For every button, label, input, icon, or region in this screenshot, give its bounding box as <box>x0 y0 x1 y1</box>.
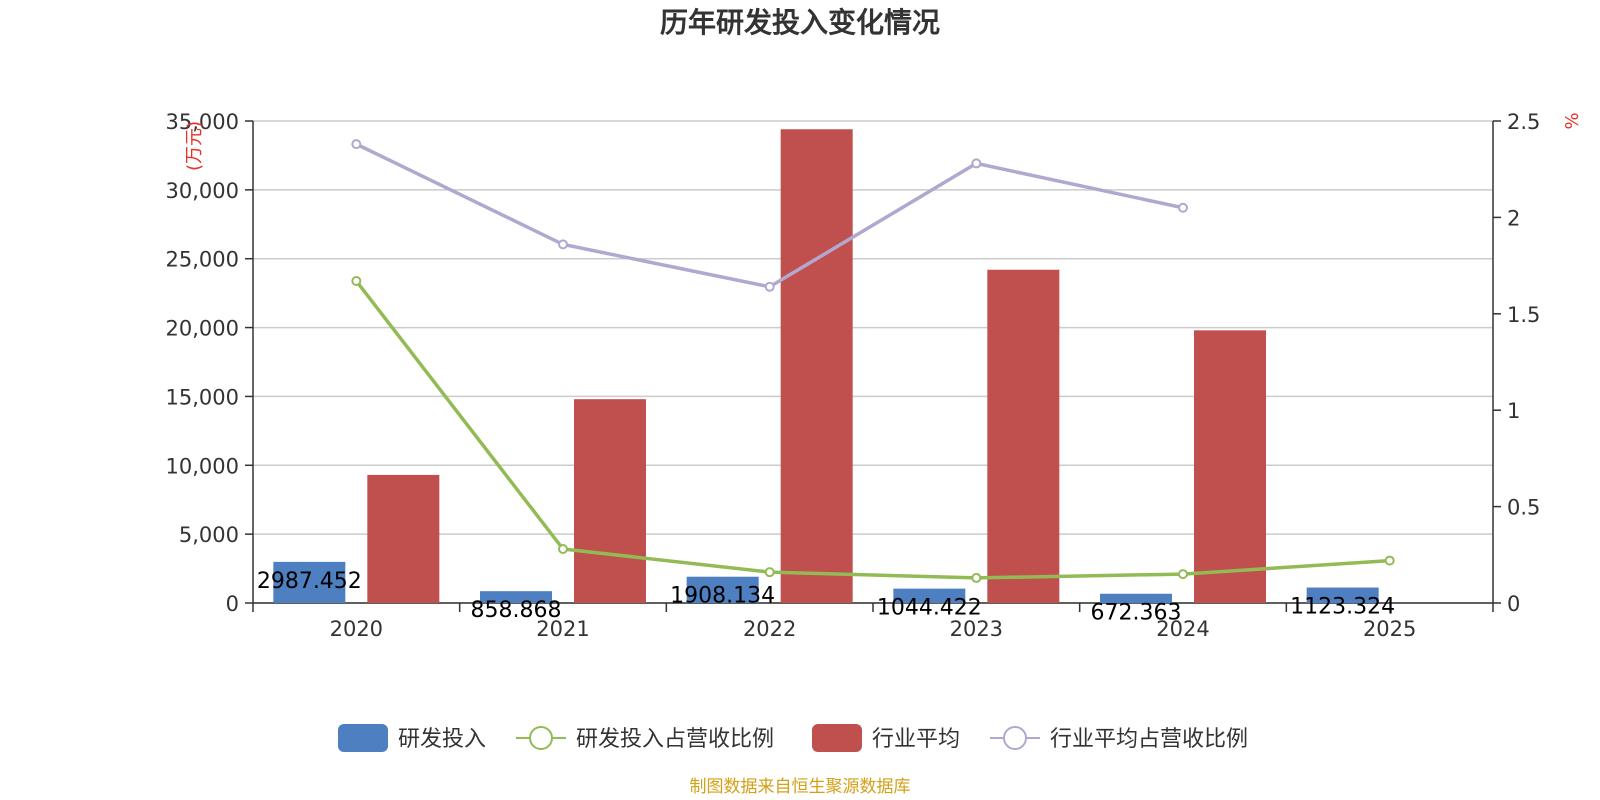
y-right-unit: % <box>1562 112 1583 129</box>
bar <box>480 591 552 603</box>
line-point <box>351 276 362 287</box>
legend-label: 研发投入 <box>398 727 486 752</box>
line-point <box>971 158 982 169</box>
line-point <box>1384 555 1395 566</box>
x-tick-label: 2023 <box>950 617 1003 641</box>
bar <box>1100 593 1172 603</box>
line-point <box>558 544 568 555</box>
bar-data-label: 1044.422 <box>877 596 982 621</box>
y-left-tick-label: 10,000 <box>166 454 239 478</box>
bar <box>686 576 759 603</box>
legend-marker <box>529 726 553 750</box>
bar-data-label: 858.868 <box>471 598 562 623</box>
bar <box>367 474 440 603</box>
bar <box>780 129 853 603</box>
bar-data-label: 1123.324 <box>1290 595 1395 620</box>
legend-swatch <box>338 724 388 752</box>
bars <box>273 129 1379 603</box>
y-left-unit: (万元) <box>184 121 205 171</box>
y-right-tick-label: 2 <box>1507 206 1520 230</box>
line-point <box>558 239 568 250</box>
series-line <box>354 279 1390 580</box>
x-tick-label: 2020 <box>330 617 383 641</box>
source-note: 制图数据来自恒生聚源数据库 <box>690 777 911 797</box>
bar <box>273 561 346 603</box>
line-point <box>764 281 775 292</box>
legend-marker <box>1003 726 1027 750</box>
y-left-tick-label: 35,000 <box>166 110 239 134</box>
x-tick-label: 2021 <box>536 617 589 641</box>
y-right-tick-label: 1.5 <box>1507 303 1540 327</box>
x-tick-label: 2025 <box>1363 617 1416 641</box>
line-point <box>1178 569 1188 580</box>
bar <box>1306 587 1379 603</box>
bar-data-label: 2987.452 <box>257 569 362 594</box>
legend-label: 行业平均 <box>872 727 960 752</box>
bar <box>574 399 646 603</box>
grid-lines <box>253 120 1493 604</box>
line-point <box>971 572 982 583</box>
lines <box>351 139 1395 583</box>
x-tick-label: 2022 <box>743 617 796 641</box>
data-labels: 2987.452 858.868 1908.134 1044.422 672.363 11… <box>257 569 1395 626</box>
bar <box>987 269 1060 603</box>
y-right-tick-label: 1 <box>1507 399 1520 423</box>
axes: 0 5,000 10,000 15,000 20,000 25,000 30,000 35,0… <box>166 110 1583 641</box>
bar <box>893 588 966 603</box>
legend-label: 研发投入占营收比例 <box>576 727 774 752</box>
y-left-tick-label: 25,000 <box>166 248 239 272</box>
line-point <box>764 567 775 578</box>
y-left-tick-label: 0 <box>226 592 239 616</box>
y-right-tick-label: 2.5 <box>1507 110 1540 134</box>
y-left-tick-label: 15,000 <box>166 385 239 409</box>
bar-data-label: 672.363 <box>1091 601 1182 626</box>
x-tick-label: 2024 <box>1156 617 1209 641</box>
series-line <box>355 142 1184 289</box>
y-right-tick-label: 0 <box>1507 592 1520 616</box>
line-point <box>351 139 362 150</box>
bar <box>1194 330 1266 603</box>
y-left-tick-label: 5,000 <box>179 523 239 547</box>
chart-title: 历年研发投入变化情况 <box>660 6 940 39</box>
y-left-tick-label: 30,000 <box>166 179 239 203</box>
y-right-tick-label: 0.5 <box>1507 496 1540 520</box>
bar-data-label: 1908.134 <box>670 584 775 609</box>
line-point <box>1178 202 1188 213</box>
legend-swatch <box>812 724 862 752</box>
legend: 研发投入 研发投入占营收比例 行业平均 行业平均占营收比例 <box>338 724 1248 752</box>
y-left-tick-label: 20,000 <box>166 317 239 341</box>
legend-label: 行业平均占营收比例 <box>1050 727 1248 752</box>
